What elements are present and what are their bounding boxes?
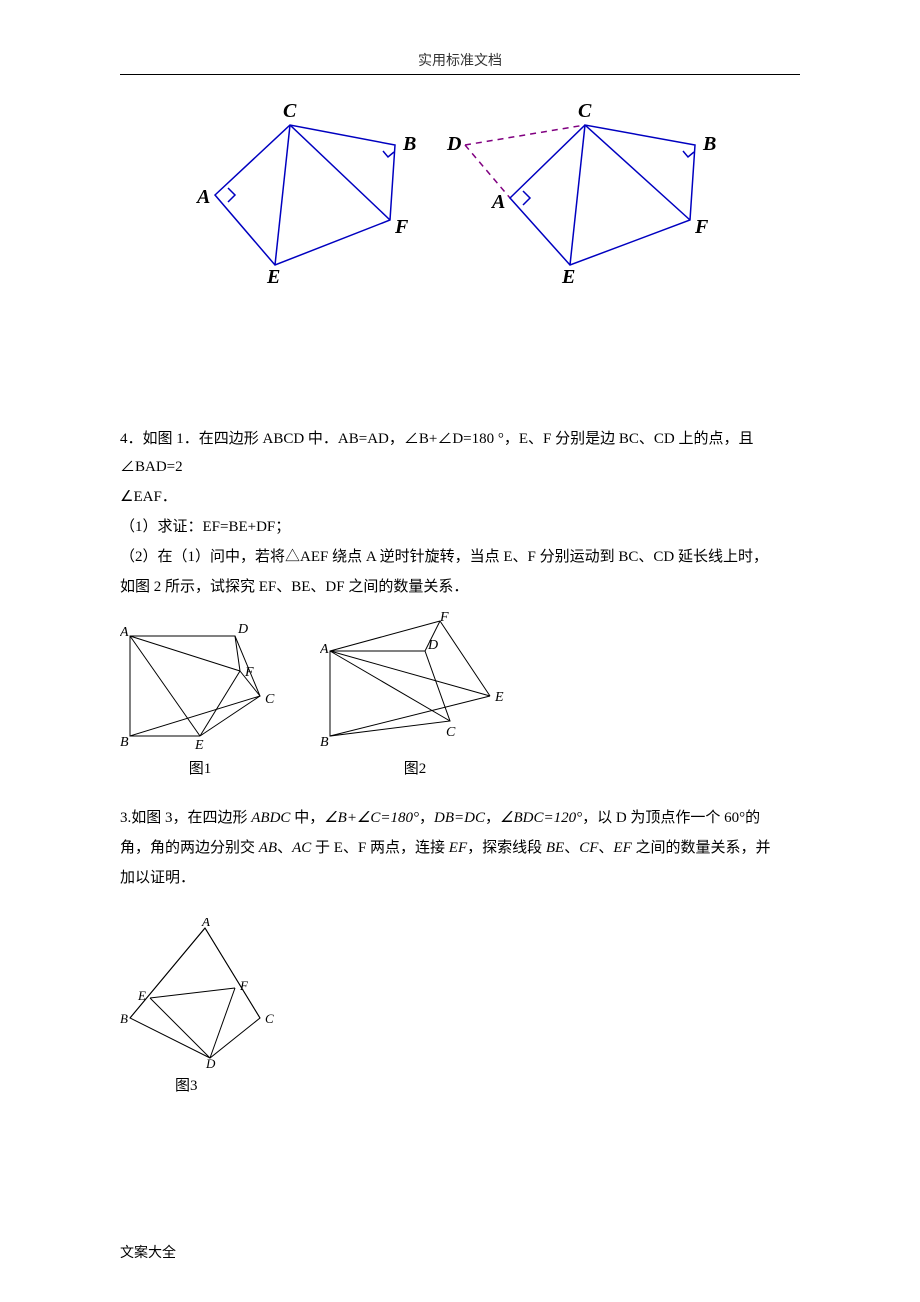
p3-t4: ∠B+∠C=180° bbox=[324, 810, 419, 826]
f1-B: B bbox=[120, 735, 129, 750]
figure-2: A D F E C B bbox=[320, 611, 510, 751]
p3-u11: 、 bbox=[598, 840, 613, 856]
f2-A: A bbox=[320, 642, 329, 657]
p3-u7: ，探索线段 bbox=[467, 840, 546, 856]
label-B: B bbox=[402, 133, 416, 155]
f3-E: E bbox=[137, 988, 146, 1003]
label-B: B bbox=[702, 133, 716, 155]
f1-C: C bbox=[265, 692, 275, 707]
f3-D: D bbox=[205, 1056, 216, 1068]
f2-C: C bbox=[446, 725, 456, 740]
label-A: A bbox=[490, 191, 505, 213]
label-F: F bbox=[694, 216, 709, 238]
f1-F: F bbox=[244, 665, 254, 680]
p3-u12: EF bbox=[613, 840, 631, 856]
fig1-block: A D F C B E 图1 bbox=[120, 611, 280, 778]
p3-line3: 加以证明． bbox=[120, 864, 800, 892]
f2-B: B bbox=[320, 735, 329, 750]
p4-line1b: ∠EAF． bbox=[120, 483, 800, 511]
label-E: E bbox=[266, 266, 280, 285]
top-diagrams: A C B F E D A C B F E bbox=[120, 95, 800, 285]
label-F: F bbox=[394, 216, 409, 238]
p3-u10: CF bbox=[579, 840, 598, 856]
f1-E: E bbox=[194, 738, 204, 751]
f1-A: A bbox=[120, 625, 129, 640]
p3-t7: ， bbox=[485, 810, 500, 826]
p3-u8: BE bbox=[546, 840, 564, 856]
page-header: 实用标准文档 bbox=[120, 50, 800, 70]
f3-C: C bbox=[265, 1011, 274, 1026]
fig2-caption: 图2 bbox=[404, 757, 427, 778]
fig3-caption: 图3 bbox=[175, 1074, 198, 1095]
f2-D: D bbox=[427, 638, 438, 653]
p3-u2: AB bbox=[259, 840, 277, 856]
p3-u9: 、 bbox=[564, 840, 579, 856]
fig3-block: A E F B C D 图3 bbox=[120, 918, 800, 1095]
p3-line1: 3.如图 3，在四边形 ABDC 中，∠B+∠C=180°，DB=DC，∠BDC… bbox=[120, 804, 800, 832]
p4-line2: （1）求证：EF=BE+DF； bbox=[120, 513, 800, 541]
figure-1: A D F C B E bbox=[120, 611, 280, 751]
p4-line3: （2）在（1）问中，若将△AEF 绕点 A 逆时针旋转，当点 E、F 分别运动到… bbox=[120, 543, 800, 571]
label-C: C bbox=[578, 100, 592, 122]
p3-u3: 、 bbox=[277, 840, 292, 856]
f2-E: E bbox=[494, 690, 504, 705]
p3-t6: DB=DC bbox=[434, 810, 485, 826]
p3-u5: 于 E、F 两点，连接 bbox=[311, 840, 449, 856]
p3-t1: 3.如图 3，在四边形 bbox=[120, 810, 251, 826]
fig1-caption: 图1 bbox=[189, 757, 212, 778]
p3-t3: 中， bbox=[290, 810, 324, 826]
f3-A: A bbox=[201, 918, 210, 929]
p3-u13: 之间的数量关系，并 bbox=[632, 840, 771, 856]
f2-F: F bbox=[439, 611, 449, 625]
p3-t9: ，以 D 为顶点作一个 60°的 bbox=[582, 810, 760, 826]
p4-figures: A D F C B E 图1 A D bbox=[120, 611, 800, 778]
diagram-top-right: D A C B F E bbox=[445, 95, 725, 285]
p3-u6: EF bbox=[449, 840, 467, 856]
diagram-top-left: A C B F E bbox=[195, 95, 425, 285]
label-E: E bbox=[561, 266, 575, 285]
f3-B: B bbox=[120, 1011, 128, 1026]
fig2-block: A D F E C B 图2 bbox=[320, 611, 510, 778]
figure-3: A E F B C D bbox=[120, 918, 280, 1068]
label-C: C bbox=[283, 100, 297, 122]
label-A: A bbox=[195, 186, 210, 208]
f1-D: D bbox=[237, 622, 248, 637]
p3-t8: ∠BDC=120° bbox=[500, 810, 582, 826]
header-rule bbox=[120, 74, 800, 75]
page-footer: 文案大全 bbox=[120, 1242, 176, 1262]
p3-u4: AC bbox=[292, 840, 311, 856]
f3-F: F bbox=[239, 978, 249, 993]
p4-line1: 4．如图 1．在四边形 ABCD 中．AB=AD，∠B+∠D=180 °，E、F… bbox=[120, 425, 800, 481]
label-D: D bbox=[446, 133, 461, 155]
p4-line4: 如图 2 所示，试探究 EF、BE、DF 之间的数量关系． bbox=[120, 573, 800, 601]
p3-t2: ABDC bbox=[251, 810, 290, 826]
p3-line2: 角，角的两边分别交 AB、AC 于 E、F 两点，连接 EF，探索线段 BE、C… bbox=[120, 834, 800, 862]
p3-u1: 角，角的两边分别交 bbox=[120, 840, 259, 856]
p3-t5: ， bbox=[419, 810, 434, 826]
